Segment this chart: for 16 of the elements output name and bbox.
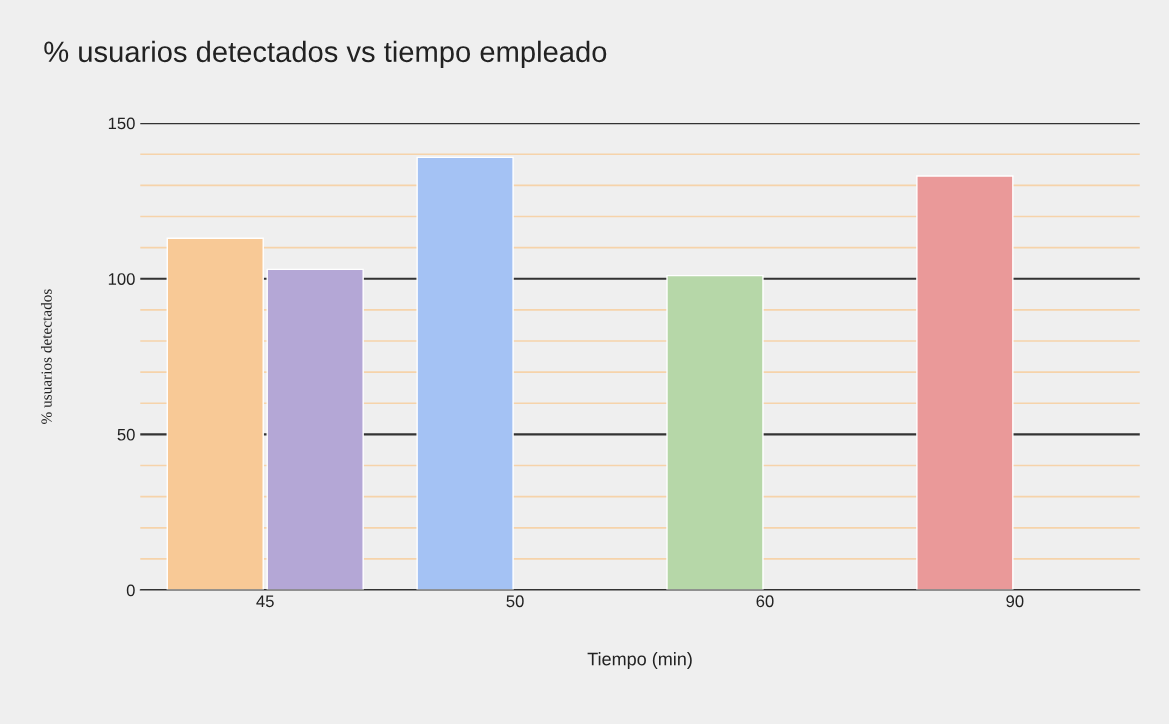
x-tick-label: 60 <box>756 595 774 608</box>
x-axis-title: Tiempo (min) <box>587 652 692 669</box>
y-tick-label: 100 <box>108 273 135 285</box>
bar <box>166 237 264 591</box>
x-tick-label: 50 <box>506 595 524 608</box>
x-tick-label: 90 <box>1006 595 1024 608</box>
bar <box>916 175 1014 591</box>
y-tick-label: 50 <box>117 428 135 441</box>
bar <box>666 274 764 591</box>
y-tick-label: 150 <box>108 117 135 130</box>
x-tick-label: 45 <box>256 595 274 608</box>
y-tick-label: 0 <box>126 584 135 597</box>
bar <box>266 268 364 591</box>
y-axis-title: % usuarios detectados <box>40 289 52 424</box>
bar <box>416 156 514 591</box>
chart-title: % usuarios detectados vs tiempo empleado <box>44 40 607 68</box>
